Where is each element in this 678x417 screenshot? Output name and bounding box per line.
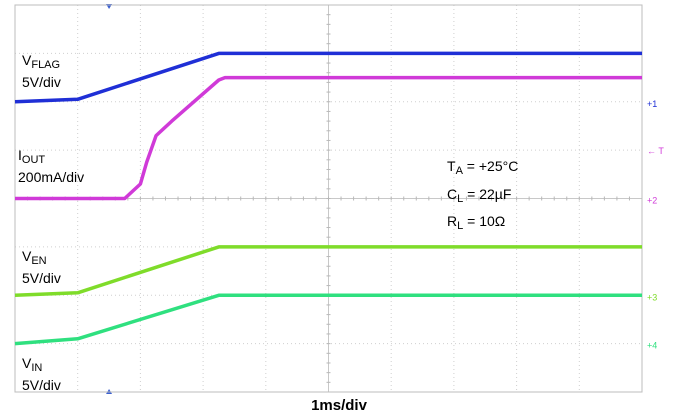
condition-cl: CL = 22µF	[447, 186, 512, 205]
vflag-label: VFLAG 5V/div	[22, 52, 61, 90]
iout-label: IOUT 200mA/div	[18, 147, 85, 185]
channel-marker-1: +1	[647, 99, 657, 109]
series-line-2	[15, 75, 642, 201]
condition-rl: RL = 10Ω	[447, 213, 506, 232]
vin-label: VIN 5V/div	[22, 355, 61, 393]
channel-markers: +1 +2 +3 +4 ← T	[647, 99, 664, 351]
series-line-3	[14, 245, 642, 298]
channel-marker-2: +2	[647, 196, 657, 206]
ven-label: VEN 5V/div	[22, 248, 61, 286]
traces	[14, 51, 642, 346]
series-line-4	[14, 293, 642, 346]
x-axis-label: 1ms/div	[311, 397, 367, 414]
condition-ta: TA = +25°C	[447, 158, 519, 177]
channel-marker-3: +3	[647, 292, 657, 302]
series-line-1	[14, 51, 642, 104]
trigger-level-marker: ← T	[647, 146, 664, 156]
channel-marker-4: +4	[647, 341, 657, 351]
